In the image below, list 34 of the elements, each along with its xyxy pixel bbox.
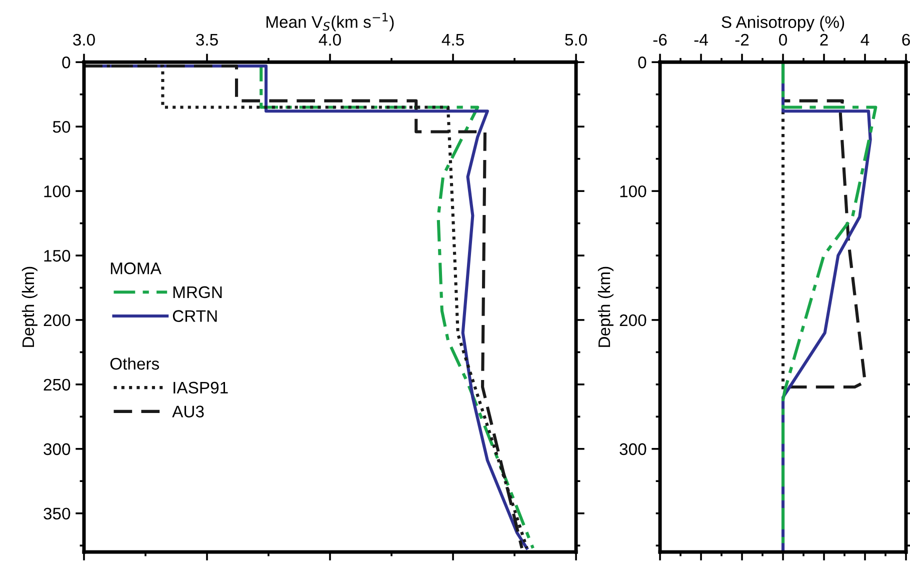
x-tick-label: 0	[779, 34, 787, 46]
annotation: MOMA	[110, 262, 162, 274]
legend-label: AU3	[172, 406, 204, 418]
y-tick-label: 100	[44, 185, 70, 198]
x-tick-label: 3.0	[73, 34, 95, 46]
x-tick-label: 2	[820, 34, 828, 46]
legend-label: MRGN	[173, 286, 222, 298]
y-tick-label: 350	[44, 508, 70, 520]
y-tick-label: 0	[638, 56, 646, 68]
legend-label: CRTN	[172, 310, 217, 322]
x-tick-label: 4.0	[318, 34, 341, 46]
x-axis-title: S Anisotropy (%)	[722, 16, 844, 32]
x-tick-label: -4	[694, 34, 708, 46]
y-tick-label: 0	[62, 56, 70, 68]
y-tick-label: 100	[620, 185, 646, 198]
x-tick-label: 4.5	[442, 34, 464, 46]
x-tick-label: -2	[735, 34, 749, 46]
x-tick-label: 6	[902, 34, 910, 46]
annotation: Others	[110, 357, 159, 370]
y-tick-label: 200	[620, 314, 646, 326]
y-tick-label: 250	[44, 378, 70, 391]
y-axis-title: Depth (km)	[22, 266, 38, 347]
x-tick-label: 5.0	[565, 34, 587, 46]
y-tick-label: 300	[44, 443, 70, 456]
y-tick-label: 150	[44, 250, 70, 262]
y-tick-label: 50	[52, 121, 70, 133]
y-tick-label: 300	[620, 443, 646, 456]
legend-label: IASP91	[174, 382, 228, 394]
x-tick-label: 3.5	[196, 34, 218, 46]
y-axis-title: Depth (km)	[598, 266, 614, 347]
x-axis-title: Mean V$_{S}$(km s$^{−1}$)	[266, 12, 394, 32]
x-tick-label: 4	[860, 34, 870, 46]
y-tick-label: 200	[44, 314, 70, 326]
x-tick-label: -6	[653, 34, 667, 46]
